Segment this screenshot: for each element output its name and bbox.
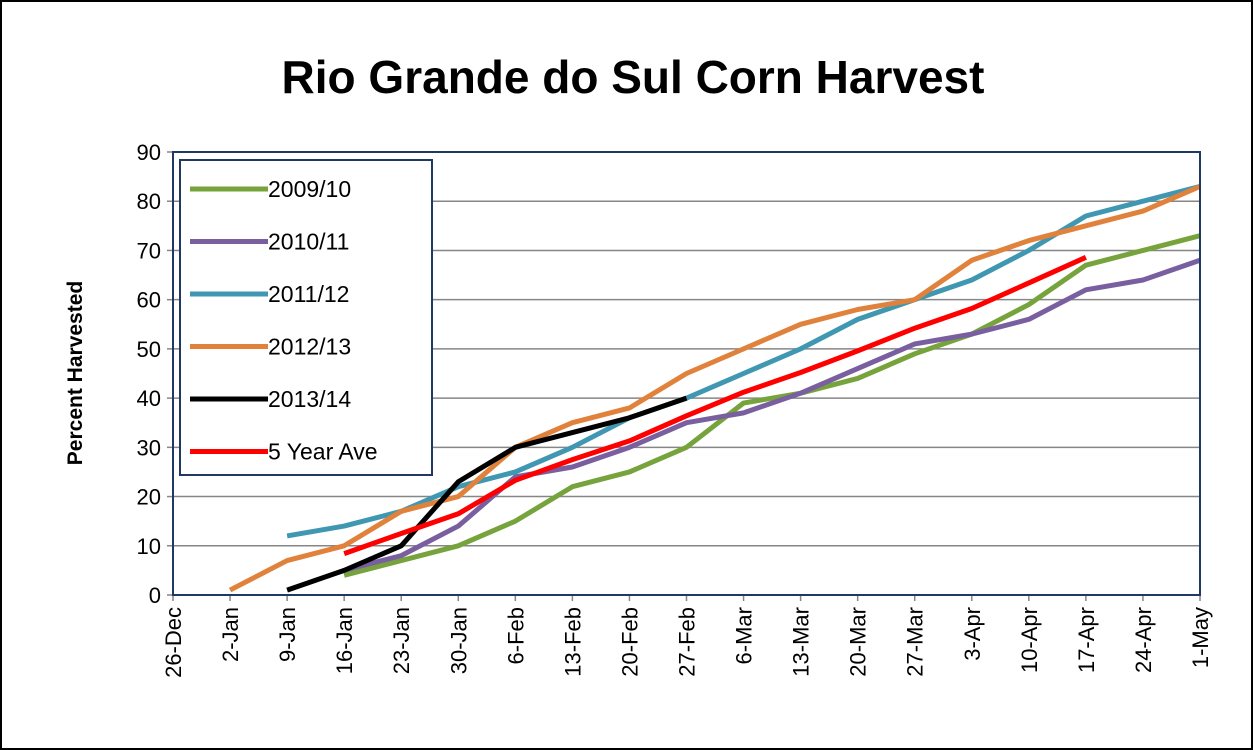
plot-border	[172, 151, 1201, 596]
x-tick-label: 20-Feb	[617, 607, 642, 677]
y-tick-label: 90	[137, 140, 161, 165]
legend-label: 5 Year Ave	[268, 439, 378, 465]
x-tick-label: 3-Apr	[960, 607, 985, 661]
y-tick-label: 80	[137, 189, 161, 214]
legend-label: 2009/10	[268, 176, 351, 202]
y-tick-label: 20	[137, 485, 161, 510]
x-tick-label: 16-Jan	[332, 607, 357, 674]
series-line	[343, 257, 1201, 573]
x-tick-label: 26-Dec	[161, 607, 186, 678]
y-tick-label: 10	[137, 534, 161, 559]
x-tick-label: 1-May	[1188, 607, 1213, 668]
x-tick-label: 2-Jan	[218, 607, 243, 662]
x-tick-label: 23-Jan	[389, 607, 414, 674]
x-tick-label: 9-Jan	[275, 607, 300, 662]
x-tick-label: 13-Feb	[560, 607, 585, 677]
x-tick-label: 27-Mar	[903, 607, 928, 677]
x-tick-label: 20-Mar	[846, 607, 871, 677]
y-tick-label: 50	[137, 337, 161, 362]
legend-label: 2011/12	[268, 281, 349, 307]
series-line	[228, 184, 1201, 593]
legend-label: 2013/14	[268, 386, 351, 412]
series-line	[286, 395, 688, 593]
y-tick-label: 30	[137, 435, 161, 460]
legend-label: 2012/13	[268, 334, 351, 360]
x-tick-label: 17-Apr	[1074, 607, 1099, 673]
y-tick-label: 0	[149, 583, 161, 608]
series-line	[343, 255, 1087, 557]
y-tick-label: 60	[137, 288, 161, 313]
series-line	[343, 233, 1201, 578]
x-tick-label: 13-Mar	[789, 607, 814, 677]
legend-label: 2010/11	[268, 229, 349, 255]
chart-title: Rio Grande do Sul Corn Harvest	[282, 51, 985, 103]
y-tick-label: 40	[137, 386, 161, 411]
series-line	[286, 184, 1201, 539]
x-tick-label: 24-Apr	[1131, 607, 1156, 673]
x-tick-label: 6-Mar	[732, 607, 757, 664]
y-axis-label: Percent Harvested	[64, 281, 87, 465]
x-tick-label: 10-Apr	[1017, 607, 1042, 673]
x-tick-label: 27-Feb	[675, 607, 700, 677]
x-tick-label: 30-Jan	[446, 607, 471, 674]
legend-box	[179, 159, 433, 476]
x-tick-label: 6-Feb	[503, 607, 528, 664]
y-tick-label: 70	[137, 238, 161, 263]
